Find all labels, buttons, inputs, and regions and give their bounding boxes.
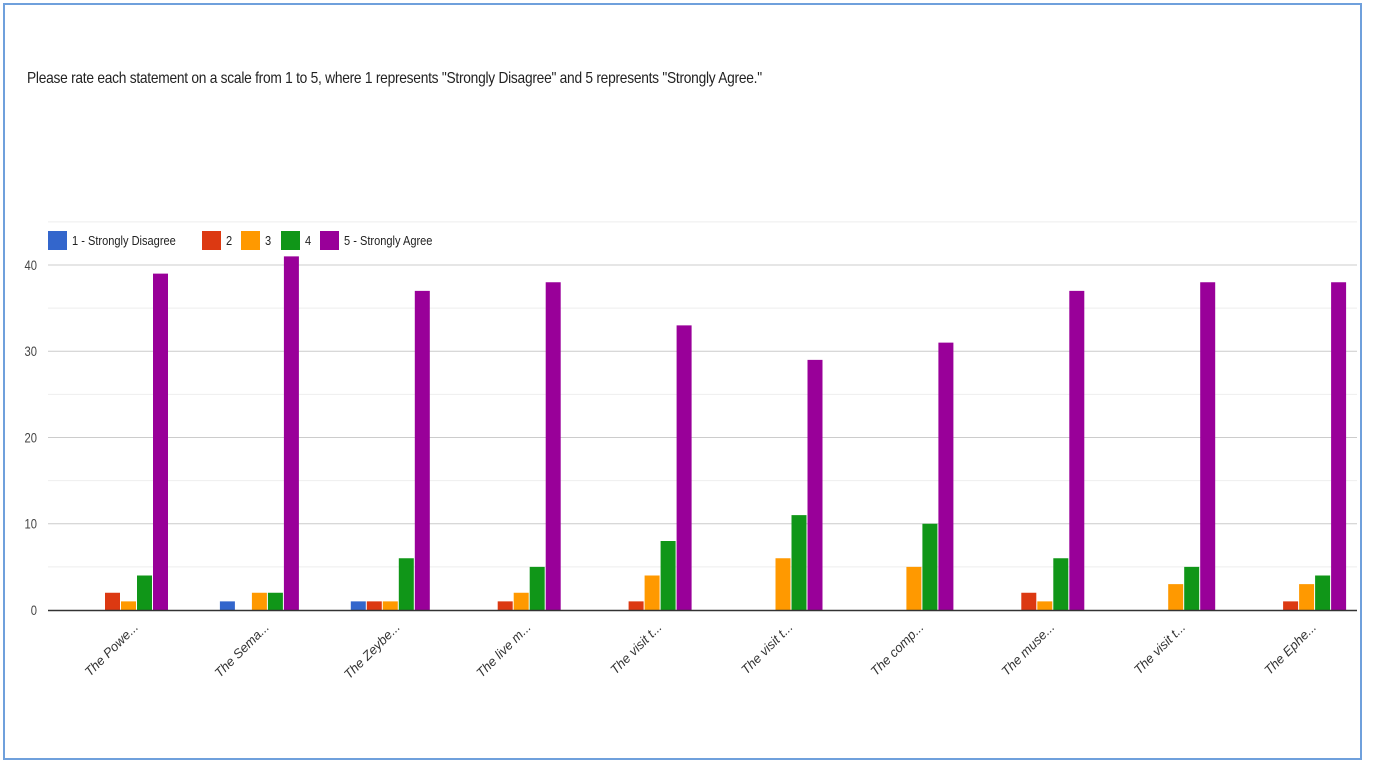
question-title: Please rate each statement on a scale fr… [27, 70, 762, 87]
bar[interactable] [660, 541, 676, 610]
legend-item-4[interactable]: 4 [280, 231, 312, 250]
bar[interactable] [283, 256, 299, 610]
legend-item-2[interactable]: 2 [202, 231, 233, 250]
legend-swatch-5 [319, 231, 339, 250]
bar[interactable] [1331, 282, 1347, 610]
y-tick-label: 40 [25, 258, 37, 273]
y-tick-label: 20 [25, 430, 37, 445]
bar[interactable] [545, 282, 561, 610]
bar[interactable] [676, 325, 692, 610]
bar[interactable] [1184, 566, 1200, 610]
legend-label-3: 3 [265, 233, 272, 248]
bar[interactable] [1283, 601, 1299, 610]
legend-swatch-3 [241, 231, 261, 250]
legend-label-2: 2 [226, 233, 233, 248]
bar[interactable] [1069, 290, 1085, 610]
bar[interactable] [938, 342, 954, 610]
bar[interactable] [791, 515, 807, 610]
legend-item-3[interactable]: 3 [241, 231, 272, 250]
x-tick-label: The Zeybe... [341, 620, 403, 682]
legend-swatch-4 [280, 231, 300, 250]
y-tick-label: 30 [25, 344, 37, 359]
x-tick-label: The visit t... [1131, 620, 1189, 678]
bar[interactable] [628, 601, 644, 610]
bar[interactable] [382, 601, 398, 610]
bar[interactable] [219, 601, 235, 610]
x-tick-label: The Ephe... [1261, 620, 1319, 678]
bar[interactable] [414, 290, 430, 610]
bar[interactable] [644, 575, 660, 611]
bar[interactable] [105, 592, 120, 610]
bar[interactable] [153, 273, 168, 610]
bar[interactable] [366, 601, 382, 610]
y-tick-label: 10 [25, 517, 37, 532]
bar[interactable] [807, 359, 823, 610]
y-tick-label: 0 [31, 603, 37, 618]
bar[interactable] [906, 566, 922, 610]
bar[interactable] [513, 592, 529, 610]
legend-label-5: 5 - Strongly Agree [343, 233, 433, 248]
legend-item-5[interactable]: 5 - Strongly Agree [319, 231, 448, 250]
bar[interactable] [775, 558, 791, 610]
legend-item-1[interactable]: 1 - Strongly Disagree [48, 231, 194, 250]
x-tick-label: The Sema... [211, 620, 272, 681]
bar[interactable] [497, 601, 513, 610]
bar[interactable] [922, 523, 938, 610]
legend-label-1: 1 - Strongly Disagree [72, 233, 176, 248]
bar[interactable] [529, 566, 545, 610]
bar[interactable] [121, 601, 136, 610]
legend-swatch-1 [48, 231, 67, 250]
legend-swatch-2 [202, 231, 222, 250]
bar[interactable] [1037, 601, 1053, 610]
x-tick-label: The comp... [867, 620, 926, 679]
x-tick-label: The visit t... [738, 620, 796, 678]
bar[interactable] [1053, 558, 1069, 610]
bar[interactable] [350, 601, 366, 610]
x-tick-label: The live m... [473, 620, 534, 681]
x-tick-label: The Powe... [81, 620, 141, 680]
x-tick-label: The visit t... [607, 620, 665, 678]
bar[interactable] [251, 592, 267, 610]
bar[interactable] [398, 558, 414, 610]
bar[interactable] [1315, 575, 1331, 611]
chart-legend: 1 - Strongly Disagree 2 3 4 5 - Strongly… [48, 231, 456, 250]
bar[interactable] [267, 592, 283, 610]
bar[interactable] [1299, 584, 1315, 610]
bar[interactable] [1021, 592, 1037, 610]
legend-label-4: 4 [304, 233, 311, 248]
x-tick-label: The muse... [998, 620, 1057, 679]
bar[interactable] [1200, 282, 1216, 610]
bar[interactable] [137, 575, 152, 611]
bar[interactable] [1168, 584, 1184, 610]
